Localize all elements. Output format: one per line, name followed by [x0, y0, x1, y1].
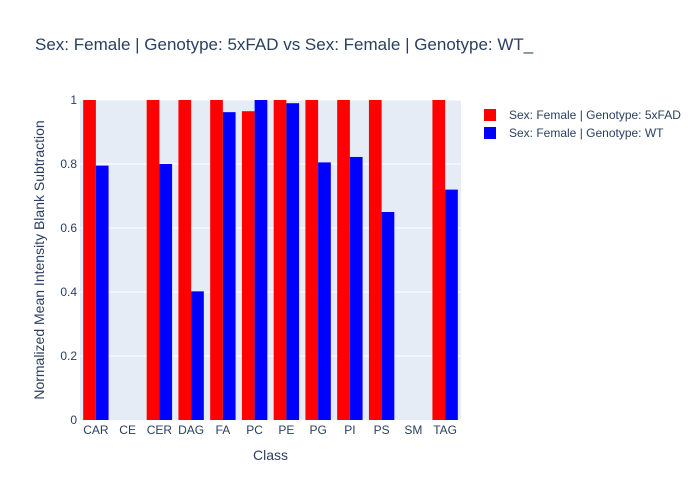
legend-swatch — [484, 109, 496, 121]
bar — [349, 156, 363, 420]
bar — [146, 100, 160, 420]
bar — [432, 100, 446, 420]
y-tick-labels: 0 0.2 0.4 0.6 0.8 1 — [60, 93, 77, 427]
bar — [178, 100, 192, 420]
plot-area — [80, 100, 461, 420]
bar — [254, 100, 268, 420]
x-tick-label: PI — [344, 423, 355, 437]
bar — [273, 100, 287, 420]
x-tick-label: TAG — [433, 423, 457, 437]
y-tick-label: 0.6 — [60, 221, 77, 235]
y-tick-label: 0.4 — [60, 285, 77, 299]
bar — [159, 164, 173, 420]
x-tick-label: FA — [216, 423, 231, 437]
bar — [95, 165, 109, 420]
x-tick-label: DAG — [178, 423, 204, 437]
x-tick-label: SM — [404, 423, 422, 437]
chart-title: Sex: Female | Genotype: 5xFAD vs Sex: Fe… — [35, 35, 534, 54]
bar — [337, 100, 350, 420]
x-tick-label: CER — [147, 423, 173, 437]
bar — [381, 212, 395, 420]
legend-swatch — [484, 127, 496, 139]
bar — [210, 100, 223, 420]
x-axis-label: Class — [253, 447, 288, 463]
bar — [318, 162, 331, 420]
x-tick-label: PG — [309, 423, 326, 437]
bar — [241, 111, 255, 420]
y-tick-label: 0 — [70, 413, 77, 427]
x-tick-label: PC — [246, 423, 263, 437]
bar — [445, 189, 458, 420]
legend-item[interactable]: Sex: Female | Genotype: 5xFAD — [484, 108, 681, 122]
x-tick-label: PE — [278, 423, 294, 437]
bar — [305, 100, 319, 420]
bar — [368, 100, 382, 420]
x-tick-label: PS — [374, 423, 390, 437]
bar — [286, 103, 300, 420]
x-tick-labels: CAR CE CER DAG FA PC PE PG PI PS SM TAG — [83, 423, 457, 437]
y-tick-label: 0.2 — [60, 349, 77, 363]
x-tick-label: CAR — [83, 423, 109, 437]
bar — [191, 291, 204, 420]
x-tick-label: CE — [119, 423, 136, 437]
gridlines — [80, 99, 461, 357]
bar — [222, 112, 236, 420]
y-tick-label: 1 — [70, 93, 77, 107]
bar — [83, 100, 96, 420]
y-axis-label: Normalized Mean Intensity Blank Subtract… — [31, 120, 47, 399]
legend-label: Sex: Female | Genotype: WT — [509, 126, 664, 140]
y-tick-label: 0.8 — [60, 157, 77, 171]
bars — [83, 100, 458, 420]
legend[interactable]: Sex: Female | Genotype: 5xFAD Sex: Female… — [484, 108, 681, 140]
legend-label: Sex: Female | Genotype: 5xFAD — [509, 108, 681, 122]
legend-item[interactable]: Sex: Female | Genotype: WT — [484, 126, 664, 140]
